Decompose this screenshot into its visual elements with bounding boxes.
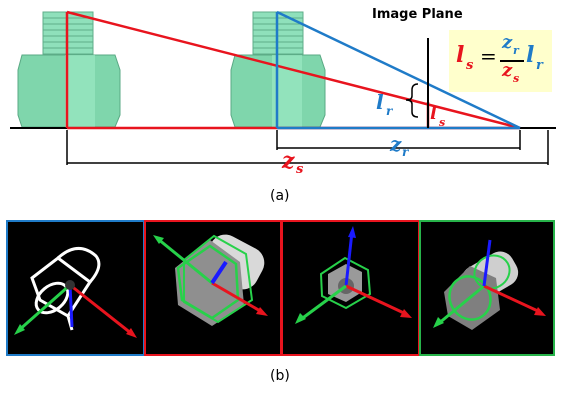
caption-b: (b)	[270, 368, 290, 384]
formula-denominator: z	[502, 60, 513, 81]
zr-dimension	[276, 130, 521, 150]
formula-lhs: l	[456, 42, 465, 68]
formula: l s = z r z s l r	[452, 32, 552, 90]
formula-denominator-sub: s	[513, 72, 520, 85]
lr-label: l	[376, 90, 384, 114]
formula-numerator: z	[502, 32, 513, 53]
panel-b1	[6, 220, 145, 356]
axis-green	[437, 284, 485, 326]
zr-label: z	[390, 132, 402, 156]
lr-brace	[405, 83, 419, 118]
zs-dimension	[66, 130, 549, 165]
axis-green	[17, 283, 71, 333]
ls-label: l	[430, 103, 437, 124]
zs-label-sub: s	[296, 162, 304, 177]
formula-lhs-sub: s	[466, 58, 474, 73]
axis-blue	[68, 284, 74, 328]
blue-projection-lines	[275, 10, 521, 130]
caption-a: (a)	[270, 188, 290, 204]
lr-label-sub: r	[386, 104, 393, 118]
axis-red	[483, 284, 541, 314]
axis-blue	[344, 231, 354, 287]
axis-blue	[482, 239, 492, 287]
formula-fraction-bar	[500, 60, 524, 62]
axis-red	[345, 284, 407, 316]
ls-label-sub: s	[439, 116, 446, 129]
panel-b4	[419, 220, 555, 356]
image-plane-label: Image Plane	[372, 7, 463, 22]
zs-label: z	[282, 148, 295, 174]
formula-rhs: l	[526, 42, 535, 68]
formula-rhs-sub: r	[536, 58, 543, 73]
axis-green	[157, 237, 213, 285]
formula-equals: =	[480, 44, 497, 68]
zr-label-sub: r	[402, 145, 409, 159]
bolt-render-2	[175, 234, 265, 326]
formula-numerator-sub: r	[513, 44, 519, 57]
panel-b2	[144, 220, 282, 356]
panel-b3	[281, 220, 420, 356]
axis-blue	[210, 260, 228, 285]
axis-green	[299, 284, 347, 322]
left-bolt-object	[17, 11, 121, 128]
axis-red	[211, 281, 263, 314]
axis-red	[69, 283, 133, 336]
